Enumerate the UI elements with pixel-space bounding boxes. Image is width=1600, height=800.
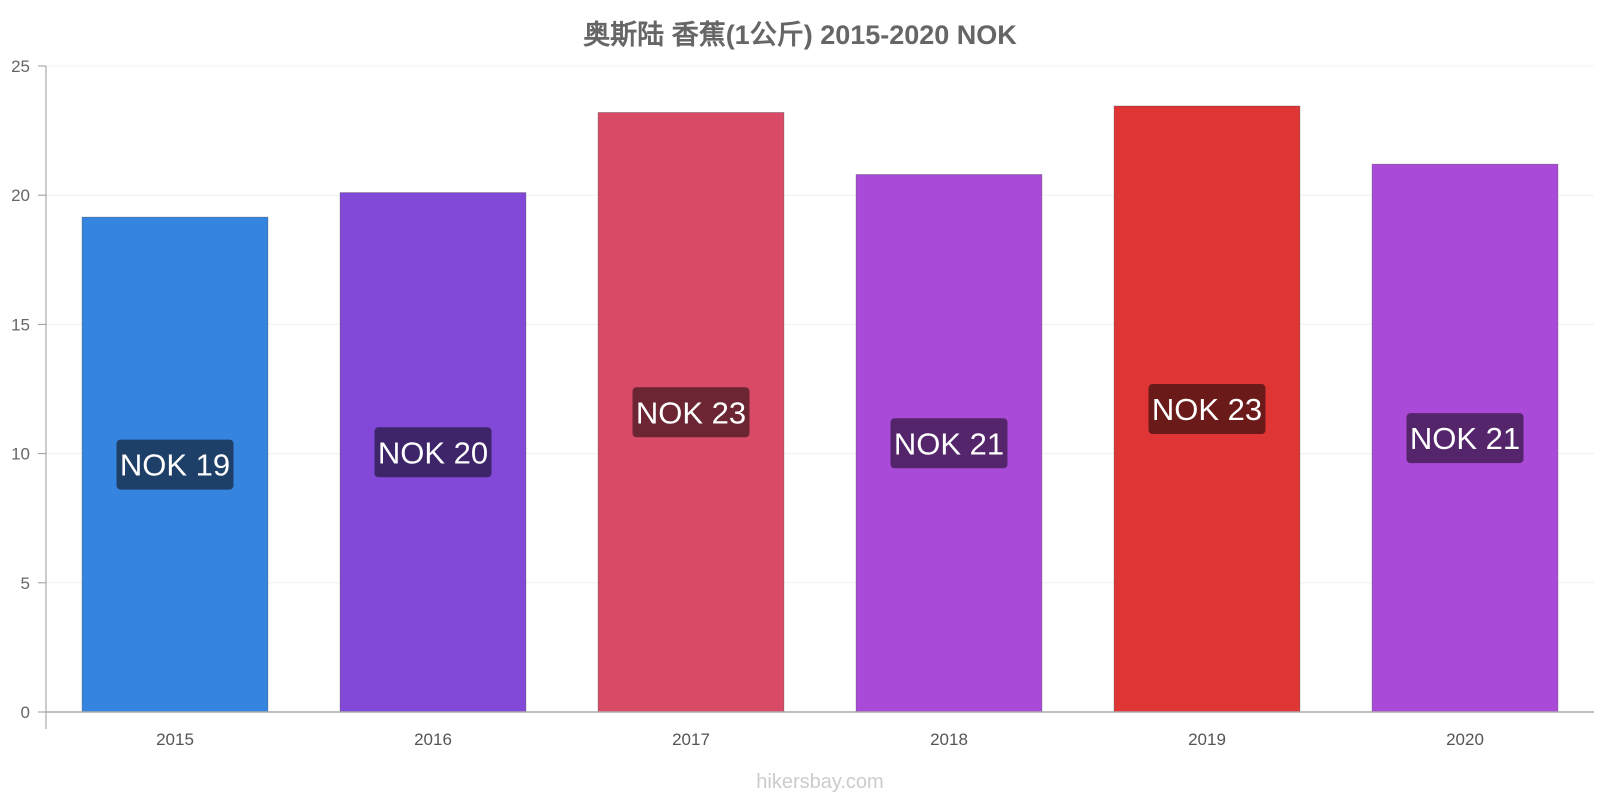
data-label-2016: NOK 20 xyxy=(374,427,492,478)
data-label-text: NOK 19 xyxy=(120,448,230,483)
data-label-2020: NOK 21 xyxy=(1406,413,1524,464)
data-label-2017: NOK 23 xyxy=(632,387,750,438)
data-label-2018: NOK 21 xyxy=(890,418,1008,469)
data-label-box xyxy=(890,418,1008,469)
data-label-2015: NOK 19 xyxy=(116,439,234,490)
y-tick-label: 15 xyxy=(11,315,30,334)
y-axis-ticks: 0 5 10 15 20 25 xyxy=(11,57,46,722)
x-tick-label: 2019 xyxy=(1188,730,1226,749)
grid-lines xyxy=(46,65,1594,584)
x-tick-label: 2017 xyxy=(672,730,710,749)
x-tick-label: 2018 xyxy=(930,730,968,749)
data-label-box xyxy=(1406,413,1524,464)
x-tick-label: 2016 xyxy=(414,730,452,749)
data-label-box xyxy=(374,427,492,478)
x-axis-ticks: 2015 2016 2017 2018 2019 2020 xyxy=(156,730,1484,749)
data-labels: NOK 19 NOK 20 NOK 23 NOK 21 NOK 23 NOK 21 xyxy=(116,384,1524,490)
y-tick-label: 10 xyxy=(11,445,30,464)
data-label-text: NOK 21 xyxy=(894,426,1004,461)
y-tick-label: 20 xyxy=(11,186,30,205)
y-tick-label: 5 xyxy=(21,574,30,593)
data-label-text: NOK 20 xyxy=(378,435,488,470)
data-label-text: NOK 21 xyxy=(1410,421,1520,456)
x-tick-label: 2020 xyxy=(1446,730,1484,749)
data-label-box xyxy=(116,439,234,490)
data-label-2019: NOK 23 xyxy=(1148,384,1266,435)
bars xyxy=(81,105,1559,713)
source-credit: hikersbay.com xyxy=(756,771,883,793)
data-label-text: NOK 23 xyxy=(636,395,746,430)
chart-title: 奥斯陆 香蕉(1公斤) 2015-2020 NOK xyxy=(583,19,1017,50)
data-label-box xyxy=(1148,384,1266,435)
data-label-text: NOK 23 xyxy=(1152,392,1262,427)
y-tick-label: 25 xyxy=(11,57,30,76)
data-label-box xyxy=(632,387,750,438)
y-tick-label: 0 xyxy=(21,703,30,722)
x-tick-label: 2015 xyxy=(156,730,194,749)
